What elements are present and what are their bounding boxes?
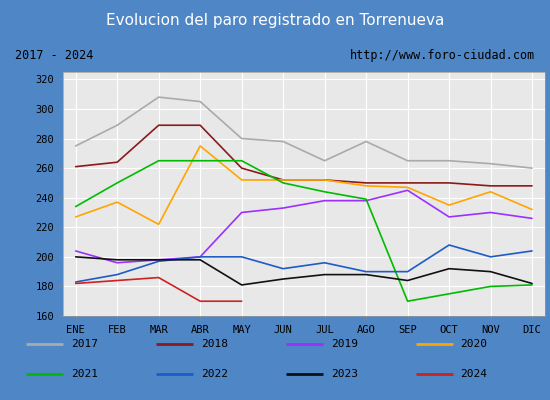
Text: 2017: 2017	[71, 338, 98, 348]
Text: 2019: 2019	[331, 338, 358, 348]
Text: 2017 - 2024: 2017 - 2024	[15, 49, 94, 62]
Text: 2021: 2021	[71, 370, 98, 379]
Text: 2023: 2023	[331, 370, 358, 379]
Text: 2022: 2022	[201, 370, 228, 379]
Text: 2018: 2018	[201, 338, 228, 348]
Text: http://www.foro-ciudad.com: http://www.foro-ciudad.com	[350, 49, 535, 62]
Text: 2024: 2024	[460, 370, 487, 379]
Text: Evolucion del paro registrado en Torrenueva: Evolucion del paro registrado en Torrenu…	[106, 14, 444, 28]
Text: 2020: 2020	[460, 338, 487, 348]
